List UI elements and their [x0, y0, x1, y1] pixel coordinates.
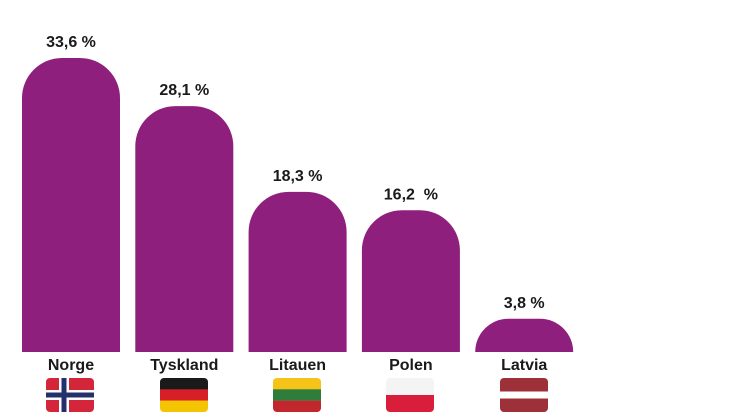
value-label: 28,1 %	[159, 82, 209, 99]
value-label: 18,3 %	[273, 168, 323, 185]
category-label: Tyskland	[150, 357, 218, 374]
flag-lithuania	[273, 378, 321, 412]
value-label: 3,8 %	[504, 295, 545, 312]
flag-norway	[46, 378, 94, 412]
category-label: Norge	[48, 357, 94, 374]
value-label: 16,2 %	[384, 186, 438, 203]
category-label: Polen	[389, 357, 433, 374]
bar	[361, 210, 460, 352]
category-label: Litauen	[269, 357, 326, 374]
value-label: 33,6 %	[46, 34, 96, 51]
bar	[135, 106, 234, 352]
flag-latvia	[500, 378, 548, 412]
category-label: Latvia	[501, 357, 547, 374]
flag-germany	[160, 378, 208, 412]
bar	[22, 58, 120, 352]
bar	[248, 191, 347, 352]
bar	[475, 318, 574, 352]
flag-poland	[386, 378, 434, 412]
